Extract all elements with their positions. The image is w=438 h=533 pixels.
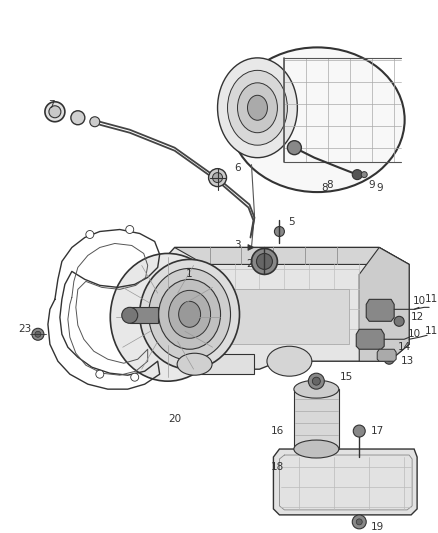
Text: 13: 13 [400, 356, 414, 366]
Circle shape [71, 111, 85, 125]
Ellipse shape [148, 269, 230, 360]
Text: 5: 5 [288, 216, 295, 227]
Text: 12: 12 [410, 312, 424, 322]
Text: 8: 8 [326, 180, 332, 190]
Circle shape [35, 332, 41, 337]
Text: 11: 11 [424, 326, 438, 336]
Circle shape [45, 102, 65, 122]
Circle shape [32, 328, 44, 340]
Text: 17: 17 [371, 426, 384, 436]
Text: 8: 8 [321, 183, 328, 192]
Ellipse shape [294, 440, 339, 458]
Text: 20: 20 [168, 414, 181, 424]
Ellipse shape [230, 47, 405, 192]
Text: 19: 19 [371, 522, 384, 532]
Text: 9: 9 [368, 180, 374, 190]
Circle shape [126, 225, 134, 233]
Ellipse shape [294, 380, 339, 398]
Ellipse shape [140, 260, 240, 369]
Circle shape [352, 169, 362, 180]
Text: 11: 11 [424, 294, 438, 304]
Text: 18: 18 [271, 462, 284, 472]
Text: 9: 9 [376, 183, 382, 192]
Polygon shape [294, 389, 339, 449]
Circle shape [352, 515, 366, 529]
Ellipse shape [237, 83, 277, 133]
Text: 10: 10 [408, 329, 420, 340]
Circle shape [212, 173, 223, 183]
Text: 2: 2 [246, 260, 253, 269]
Text: 23: 23 [18, 324, 32, 334]
Ellipse shape [218, 58, 297, 158]
Polygon shape [175, 247, 409, 264]
Ellipse shape [169, 290, 211, 338]
Circle shape [131, 373, 139, 381]
Ellipse shape [227, 70, 287, 145]
Polygon shape [356, 329, 384, 349]
Circle shape [384, 354, 394, 364]
Text: 16: 16 [271, 426, 284, 436]
Circle shape [287, 141, 301, 155]
Circle shape [90, 117, 100, 127]
Text: 14: 14 [398, 342, 411, 352]
Ellipse shape [247, 95, 268, 120]
Ellipse shape [110, 254, 225, 381]
Circle shape [387, 357, 391, 361]
Polygon shape [273, 449, 417, 515]
Text: 1: 1 [186, 269, 193, 279]
Circle shape [361, 172, 367, 177]
Circle shape [308, 373, 324, 389]
Circle shape [312, 377, 320, 385]
Text: 7: 7 [49, 100, 55, 110]
Circle shape [96, 370, 104, 378]
Polygon shape [366, 300, 394, 321]
Polygon shape [130, 308, 158, 324]
Text: 15: 15 [339, 372, 353, 382]
Circle shape [86, 230, 94, 238]
Polygon shape [170, 354, 254, 374]
Circle shape [251, 248, 277, 274]
Circle shape [49, 106, 61, 118]
Ellipse shape [179, 301, 201, 327]
Circle shape [122, 308, 138, 324]
Polygon shape [359, 247, 409, 361]
Polygon shape [377, 349, 396, 361]
Circle shape [275, 227, 284, 237]
Circle shape [208, 168, 226, 187]
Text: 3: 3 [234, 240, 241, 251]
Circle shape [394, 316, 404, 326]
Text: 10: 10 [413, 296, 426, 306]
Text: 6: 6 [234, 163, 241, 173]
Ellipse shape [267, 346, 312, 376]
Polygon shape [215, 289, 349, 344]
Circle shape [356, 519, 362, 525]
Circle shape [257, 254, 272, 269]
Ellipse shape [159, 279, 221, 349]
Ellipse shape [177, 353, 212, 375]
Polygon shape [155, 247, 409, 369]
Circle shape [353, 425, 365, 437]
